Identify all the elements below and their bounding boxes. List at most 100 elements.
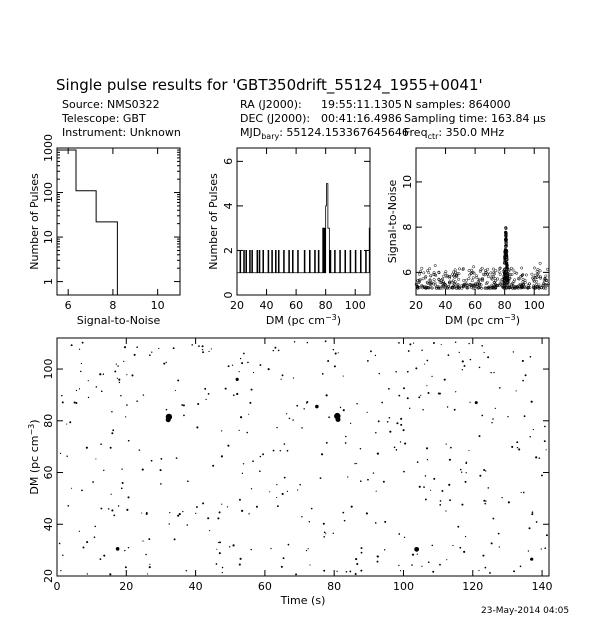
scatter-point (492, 271, 496, 275)
scatter-point (80, 362, 82, 365)
scatter-point (523, 491, 525, 494)
scatter-point (472, 284, 476, 288)
y-tick-label: 10 (42, 230, 55, 244)
scatter-point (246, 431, 249, 434)
scatter-point (339, 406, 342, 409)
scatter-point (492, 517, 495, 520)
y-tick-label: 40 (42, 517, 55, 531)
scatter-point (461, 503, 464, 506)
scatter-point (432, 570, 435, 573)
scatter-point (404, 442, 407, 445)
scatter-point (175, 457, 178, 459)
scatter-point (483, 273, 487, 277)
scatter-point (483, 351, 485, 354)
scatter-point-outlier (433, 264, 437, 268)
scatter-point (309, 564, 311, 566)
scatter-point (535, 456, 538, 459)
scatter-point (528, 527, 531, 530)
scatter-point (136, 400, 138, 402)
scatter-point (442, 281, 446, 285)
scatter-point (539, 276, 542, 280)
scatter-point (544, 425, 546, 428)
scatter-point (433, 281, 437, 285)
timestamp: 23-May-2014 04:05 (481, 606, 570, 616)
freq-subscript: ctr (427, 132, 439, 142)
scatter-point (109, 446, 112, 449)
x-axis-label: Signal-to-Noise (77, 314, 161, 327)
scatter-point-peak (504, 232, 508, 236)
scatter-point (446, 559, 448, 561)
scatter-point (517, 277, 521, 281)
scatter-point (118, 378, 121, 381)
scatter-point (376, 452, 379, 455)
scatter-point (395, 370, 397, 373)
scatter-point (124, 549, 126, 552)
scatter-point (464, 480, 467, 483)
scatter-point (123, 346, 127, 349)
scatter-point (148, 538, 151, 540)
scatter-point (446, 286, 450, 290)
scatter-point (356, 463, 358, 465)
scatter-point (546, 282, 550, 286)
x-tick-label: 120 (462, 580, 483, 593)
scatter-point (446, 406, 449, 408)
scatter-point (228, 546, 231, 548)
scatter-point (486, 286, 490, 290)
scatter-point (453, 280, 457, 284)
scatter-point (481, 277, 484, 281)
scatter-point (100, 443, 102, 445)
scatter-point (535, 285, 539, 289)
scatter-point (227, 444, 230, 447)
scatter-point (274, 346, 277, 349)
scatter-point (337, 352, 339, 354)
scatter-point (535, 279, 538, 283)
scatter-point (242, 463, 245, 465)
scatter-point (131, 374, 134, 377)
y-tick-label: 100 (42, 359, 55, 380)
scatter-point (286, 449, 289, 452)
ra-label: RA (J2000): (240, 98, 302, 111)
scatter-point (538, 457, 541, 459)
scatter-point (178, 513, 181, 516)
scatter-point (301, 516, 303, 518)
scatter-point (160, 457, 163, 460)
scatter-point (403, 387, 406, 390)
scatter-point (402, 429, 405, 432)
scatter-point (172, 347, 175, 350)
scatter-point (492, 275, 496, 278)
scatter-point (356, 403, 358, 405)
scatter-point (201, 348, 204, 351)
scatter-point (325, 533, 327, 535)
scatter-point (185, 570, 187, 572)
scatter-point (148, 566, 151, 569)
scatter-point (116, 377, 118, 379)
scatter-point (424, 475, 427, 477)
scatter-point (541, 474, 543, 477)
scatter-point (415, 367, 418, 370)
scatter-point (231, 364, 234, 366)
scatter-point (497, 270, 501, 274)
scatter-point (276, 496, 278, 499)
scatter-point (121, 468, 123, 470)
scatter-point-peak (503, 276, 507, 280)
scatter-point (345, 570, 348, 573)
scatter-point (470, 279, 474, 283)
chart-snr-histogram: 6 8 10 1 10 100 1000 Signal-to-Noise Number of P… (28, 134, 181, 327)
scatter-point (449, 499, 451, 502)
scatter-point (545, 534, 548, 537)
scatter-point (545, 279, 548, 283)
scatter-point (354, 572, 357, 576)
plot-frame (236, 147, 371, 296)
scatter-point (221, 566, 224, 569)
scatter-point (181, 404, 184, 406)
scatter-point (296, 404, 299, 407)
scatter-point (461, 471, 463, 473)
scatter-point (327, 360, 330, 362)
scatter-point (513, 570, 516, 573)
scatter-point (502, 285, 506, 289)
scatter-point (445, 275, 449, 279)
scatter-point (485, 470, 487, 472)
scatter-point (241, 509, 244, 512)
scatter-point (111, 411, 113, 413)
